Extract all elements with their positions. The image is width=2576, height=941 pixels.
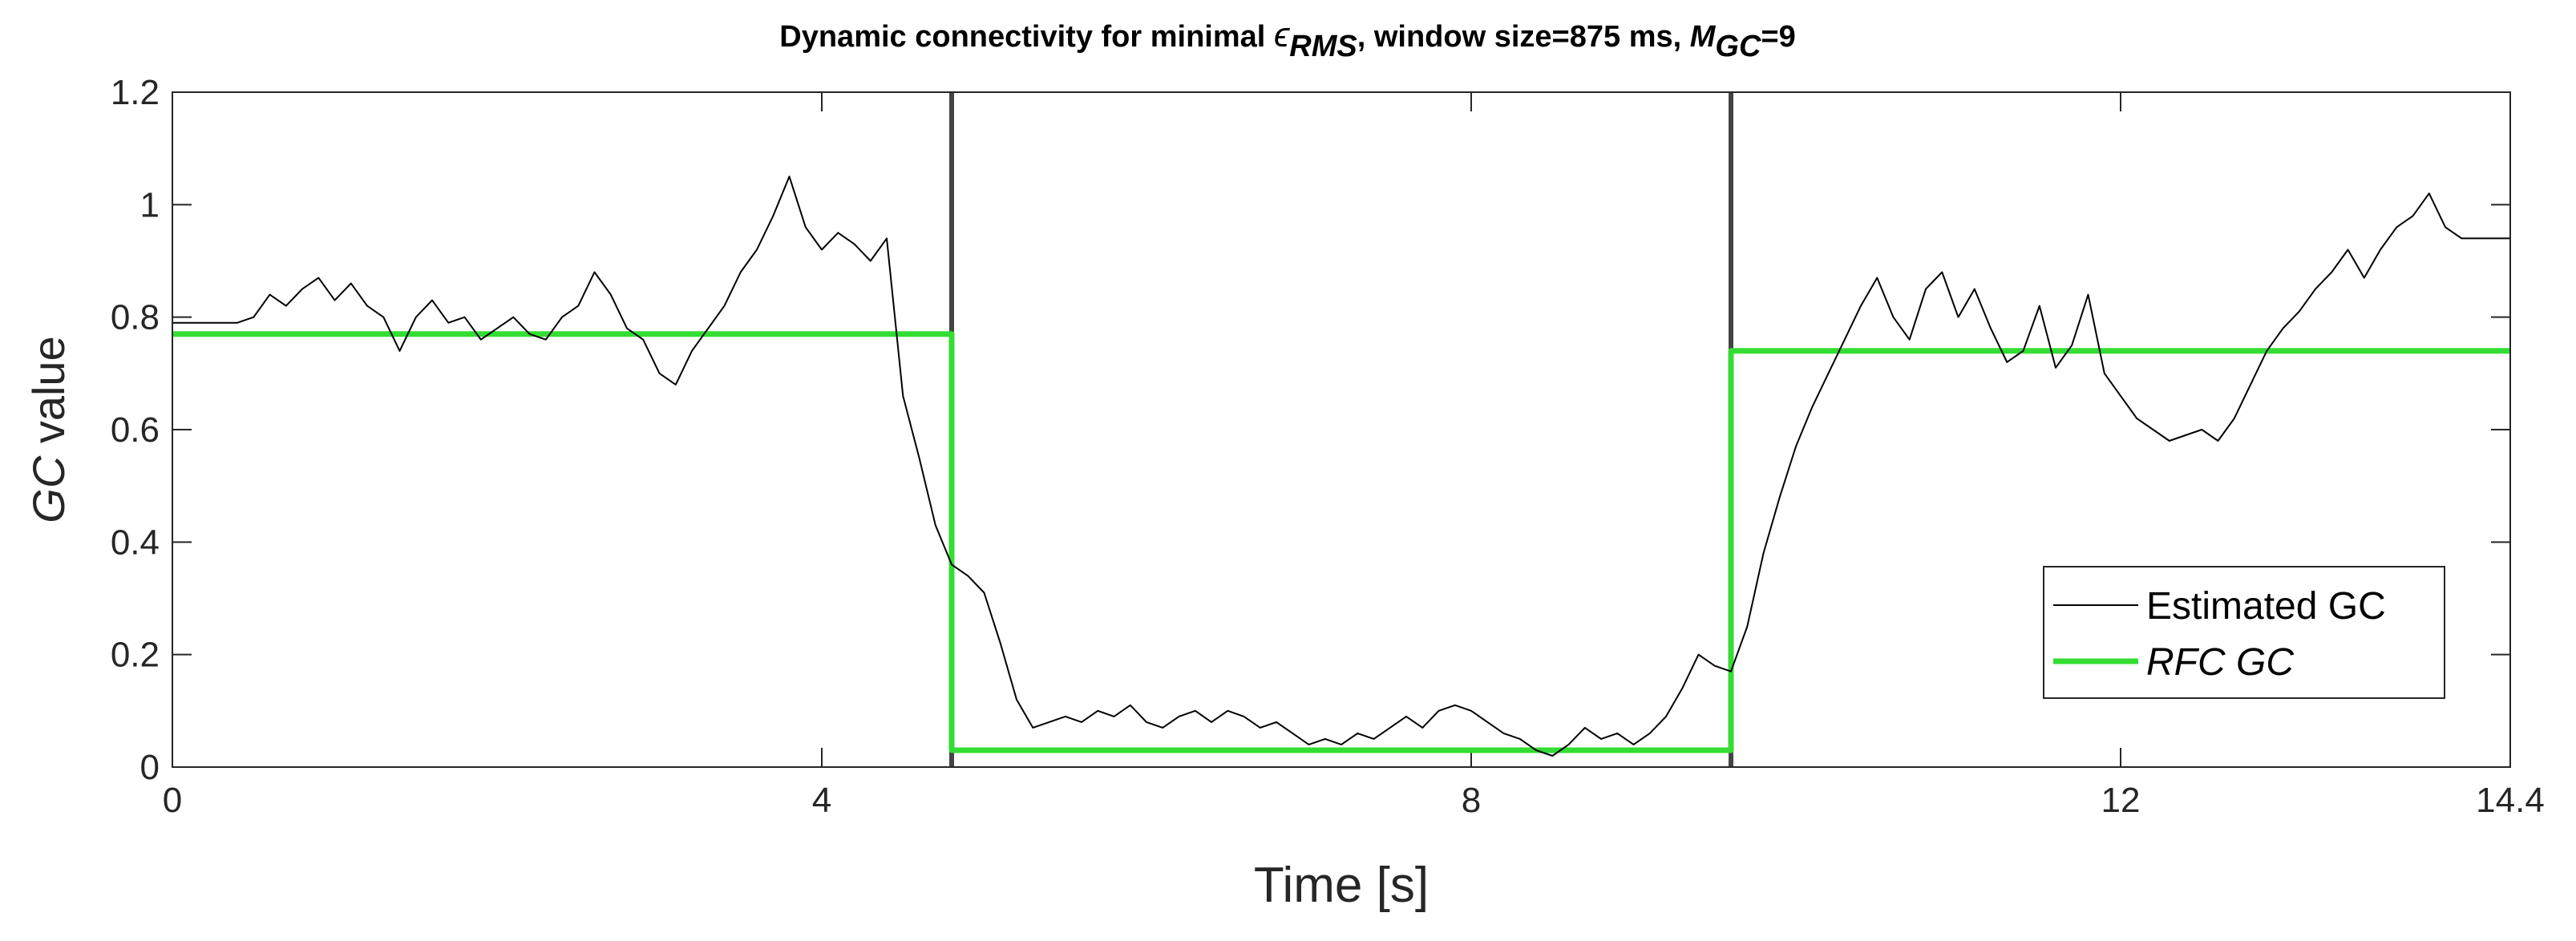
chart-title: Dynamic connectivity for minimal ϵRMS, w… [779,15,1795,63]
x-tick-label: 14.4 [2476,781,2545,820]
y-label-part: GC [23,455,74,523]
series-line [172,331,2510,753]
title-part: Dynamic connectivity for minimal [779,20,1274,54]
y-tick-label: 0.2 [111,636,160,675]
title-part: GC [1715,30,1761,63]
axes-frame [172,91,2511,768]
title-part: , window size=875 ms, [1357,20,1690,54]
title-part: ϵ [1274,15,1291,55]
series-line [172,176,2510,757]
title-part: M [1690,20,1717,54]
legend-label: RFC GC [2146,641,2294,684]
x-tick-label: 8 [1462,781,1481,820]
y-tick-label: 0 [140,748,160,787]
y-tick-label: 1 [140,185,160,224]
y-label-part: value [23,336,74,455]
y-tick-label: 0.6 [111,410,160,450]
y-tick-label: 0.4 [111,523,160,562]
legend-label: Estimated GC [2146,585,2386,628]
x-tick-label: 0 [163,781,182,820]
x-tick-label: 12 [2101,781,2141,820]
title-part: RMS [1289,30,1357,63]
y-axis-label: GC value [23,336,74,523]
x-tick-label: 4 [812,781,831,820]
y-tick-label: 1.2 [111,73,160,112]
x-axis-label: Time [s] [1254,858,1429,913]
title-part: =9 [1761,20,1795,54]
legend-box [2043,566,2445,699]
y-tick-label: 0.8 [111,298,160,337]
